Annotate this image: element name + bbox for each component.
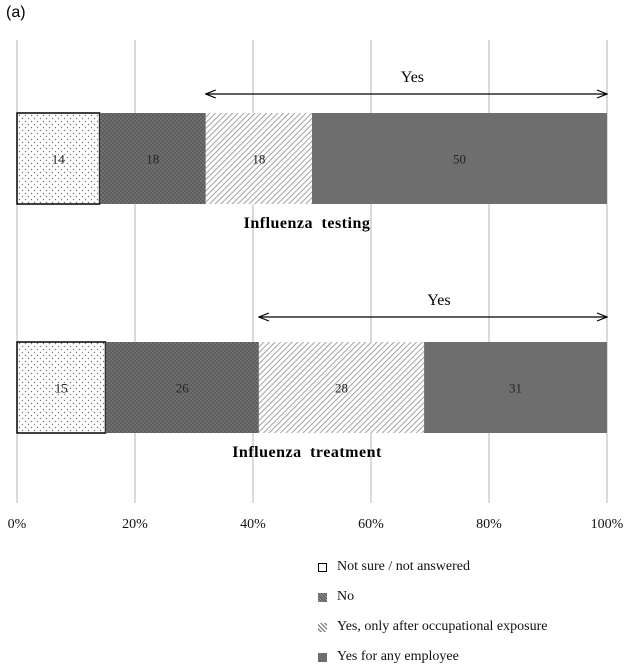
x-tick-label: 20%: [122, 517, 148, 532]
legend-label: Not sure / not answered: [337, 559, 470, 574]
legend-item: Yes, only after occupational exposure: [318, 612, 547, 642]
legend-item: No: [318, 582, 547, 612]
legend-swatch: [318, 652, 327, 662]
x-axis-ticks: 0% 20% 40% 60% 80% 100%: [8, 517, 624, 532]
data-label: 14: [52, 152, 66, 167]
legend-label: Yes for any employee: [337, 649, 459, 664]
annotation-label: Yes: [427, 292, 450, 309]
legend-item: Not sure / not answered: [318, 552, 547, 582]
bar-segment: [105, 342, 259, 433]
bar-segment: [312, 113, 607, 204]
x-tick-label: 100%: [591, 517, 624, 532]
data-label: 28: [335, 381, 348, 396]
bars: 14 18 18 50 Influenza testing 15 26 28 31 Influen…: [16, 112, 607, 461]
data-label: 26: [176, 381, 190, 396]
panel-label: (a): [6, 4, 26, 21]
data-label: 31: [509, 381, 522, 396]
data-label: 15: [55, 381, 68, 396]
bar-segment: [205, 113, 312, 204]
legend: Not sure / not answered No Yes, only after…: [318, 552, 547, 672]
annotations: Yes Yes: [206, 69, 607, 317]
x-tick-label: 40%: [240, 517, 266, 532]
legend-label: Yes, only after occupational exposure: [337, 619, 548, 634]
data-label: 18: [252, 152, 265, 167]
legend-label: No: [337, 589, 355, 604]
data-label: 18: [146, 152, 159, 167]
data-label: 50: [453, 152, 466, 167]
bar-segment: [99, 113, 206, 204]
legend-swatch: [318, 622, 327, 632]
category-label: Influenza testing: [244, 215, 371, 232]
bar-segment: [424, 342, 607, 433]
category-label: Influenza treatment: [232, 444, 382, 461]
x-tick-label: 0%: [8, 517, 27, 532]
legend-swatch: [318, 592, 327, 602]
bar-segment: [258, 342, 425, 433]
legend-item: Yes for any employee: [318, 642, 547, 672]
x-tick-label: 60%: [358, 517, 384, 532]
bar-segment: [16, 341, 107, 434]
annotation-label: Yes: [401, 69, 424, 86]
x-tick-label: 80%: [476, 517, 502, 532]
legend-swatch: [318, 562, 327, 572]
